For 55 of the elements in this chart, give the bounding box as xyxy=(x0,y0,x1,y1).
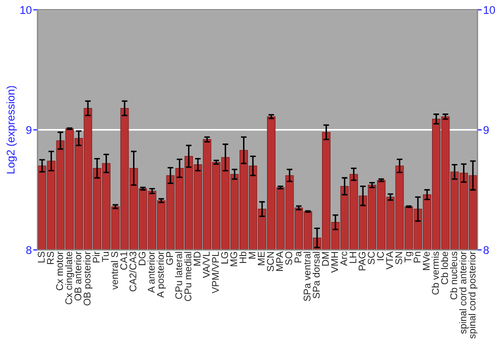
x-tick-label: VTA xyxy=(386,251,393,270)
x-tick-label: MG xyxy=(230,252,238,266)
y-axis-title: Log2 (expression) xyxy=(6,86,17,174)
x-tick-label: CA1 xyxy=(120,252,128,270)
x-tick-label: A posterior xyxy=(156,251,166,298)
x-tick-label: Hb xyxy=(239,252,246,263)
x-tick-label: SO xyxy=(285,252,292,265)
x-tick-label: RS xyxy=(46,252,54,264)
x-tick-label: Tu xyxy=(102,252,109,262)
y2-tick-label: 10 xyxy=(484,6,495,14)
x-tick-label: DM xyxy=(322,252,329,266)
x-tick-label: ME xyxy=(258,252,265,266)
x-tick-label: MVe xyxy=(422,252,430,270)
x-tick-label: SPa ventral xyxy=(303,252,311,302)
x-tick-label: PAG xyxy=(358,252,366,270)
x-tick-label: VMH xyxy=(331,252,338,273)
x-tick-label: spinal cord posterior xyxy=(468,251,478,339)
y2-tick-label: 9 xyxy=(484,126,489,134)
x-tick-label: DG xyxy=(138,252,146,266)
y2-tick-label: 8 xyxy=(484,246,489,254)
x-tick-label: VA/VL xyxy=(202,252,210,278)
x-tick-label: MD xyxy=(194,252,200,266)
x-tick-label: spinal cord anterior xyxy=(459,251,468,334)
x-tick-label: GP xyxy=(166,252,174,265)
x-tick-label: OB posterior xyxy=(83,251,92,306)
x-tick-label: Pa xyxy=(294,251,302,262)
x-tick-label: Tg xyxy=(404,252,414,262)
x-tick-label: Cb vermis xyxy=(432,252,439,295)
x-tick-label: Cx cingulate xyxy=(65,252,74,304)
x-tick-label: MPA xyxy=(276,251,283,271)
x-tick-label: IC xyxy=(376,252,384,260)
x-tick-label: A anterior xyxy=(148,251,155,293)
x-tick-label: VPM/VPL xyxy=(212,252,219,294)
x-tick-label: OB anterior xyxy=(74,251,82,301)
x-tick-label: Cb lobe xyxy=(440,252,448,284)
x-tick-label: LS xyxy=(38,252,45,262)
y-tick-label: 8 xyxy=(26,246,32,254)
y-tick-label: 9 xyxy=(26,126,32,134)
x-tick-label: CA2/CA3 xyxy=(129,252,136,292)
x-tick-label: LG xyxy=(221,252,228,264)
x-tick-label: CPu lateral xyxy=(175,252,182,299)
x-tick-label: Pir xyxy=(92,251,100,262)
x-tick-label: CPu medial xyxy=(184,252,192,302)
x-tick-label: Cx motor xyxy=(56,251,64,290)
x-tick-label: Arc xyxy=(340,252,348,266)
x-tick-label: M xyxy=(248,252,256,259)
x-tick-label: ventral S xyxy=(110,252,118,290)
x-tick-label: SCN xyxy=(266,252,274,272)
x-tick-label: SC xyxy=(368,252,375,264)
x-tick-label: SN xyxy=(395,252,402,264)
x-tick-label: Pn xyxy=(414,252,420,262)
x-tick-label: LH xyxy=(350,252,356,263)
x-tick-label: Cb nucleus xyxy=(450,252,458,300)
x-tick-label: SPa dorsal xyxy=(312,252,320,298)
y-tick-label: 10 xyxy=(20,6,32,14)
